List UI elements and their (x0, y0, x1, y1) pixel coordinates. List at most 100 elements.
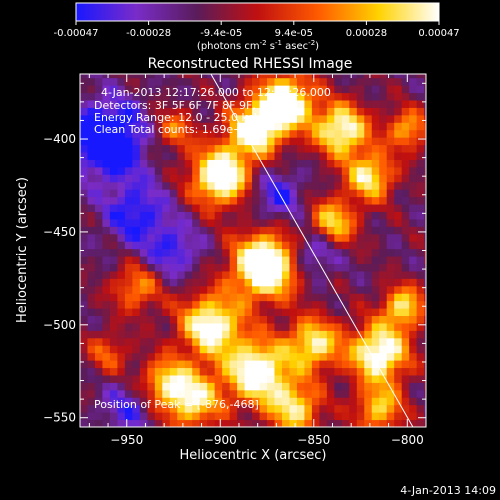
heatmap-cell (349, 85, 358, 94)
heatmap-cell (109, 293, 118, 302)
heatmap-cell (386, 293, 395, 302)
heatmap-cell (154, 308, 163, 317)
heatmap-cell (424, 270, 426, 279)
heatmap-cell (356, 256, 365, 264)
heatmap-cell (386, 174, 395, 183)
heatmap-cell (147, 345, 156, 354)
heatmap-cell (214, 92, 223, 101)
heatmap-cell (334, 218, 343, 227)
heatmap-cell (162, 412, 171, 421)
heatmap-cell (267, 181, 276, 190)
heatmap-cell (222, 74, 231, 79)
heatmap-cell (349, 144, 358, 153)
heatmap-cell (259, 256, 268, 264)
heatmap-cell (409, 270, 418, 279)
heatmap-cell (199, 77, 208, 86)
heatmap-cell (349, 204, 358, 212)
heatmap-cell (356, 159, 365, 168)
y-tick-label: −500 (43, 318, 76, 332)
heatmap-cell (214, 300, 223, 309)
heatmap-cell (304, 107, 313, 116)
heatmap-cell (117, 174, 126, 183)
heatmap-cell (364, 122, 373, 131)
heatmap-cell (274, 352, 283, 361)
heatmap-cell (259, 218, 268, 227)
heatmap-cell (237, 114, 246, 123)
heatmap-cell (124, 300, 133, 309)
heatmap-cell (386, 352, 395, 361)
colorbar-tick-label: -0.00047 (54, 28, 99, 39)
heatmap-cell (214, 226, 223, 235)
heatmap-cell (184, 211, 193, 220)
heatmap-cell (199, 256, 208, 264)
heatmap-cell (289, 144, 298, 153)
heatmap-cell (416, 100, 425, 108)
heatmap-cell (281, 278, 290, 287)
heatmap-cell (281, 144, 290, 153)
heatmap-cell (222, 100, 231, 108)
heatmap-cell (319, 330, 328, 339)
heatmap-cell (154, 397, 163, 406)
heatmap-cell (349, 211, 358, 220)
heatmap-cell (124, 337, 133, 346)
heatmap-cell (199, 233, 208, 242)
heatmap-cell (87, 360, 96, 369)
heatmap-cell (401, 174, 410, 183)
heatmap-cell (162, 181, 171, 190)
heatmap-cell (222, 166, 231, 175)
heatmap-cell (379, 404, 388, 413)
heatmap-cell (394, 196, 403, 205)
heatmap-cell (349, 293, 358, 302)
heatmap-cell (371, 181, 380, 190)
heatmap-cell (334, 397, 343, 406)
heatmap-cell (132, 300, 141, 309)
heatmap-cell (371, 159, 380, 168)
heatmap-cell (416, 166, 425, 175)
heatmap-cell (274, 77, 283, 86)
heatmap-cell (94, 345, 103, 354)
heatmap-cell (274, 114, 283, 123)
heatmap-cell (222, 322, 231, 331)
heatmap-cell (319, 315, 328, 324)
heatmap-cell (199, 137, 208, 146)
heatmap-cell (184, 74, 193, 79)
heatmap-cell (237, 345, 246, 354)
x-tick-label: −950 (110, 433, 143, 447)
heatmap-cell (326, 196, 335, 205)
heatmap-cell (244, 152, 253, 160)
heatmap-cell (229, 189, 238, 198)
heatmap-cell (326, 263, 335, 272)
heatmap-cell (154, 74, 163, 79)
heatmap-cell (349, 174, 358, 183)
heatmap-cell (132, 263, 141, 272)
heatmap-cell (169, 114, 178, 123)
heatmap-cell (281, 256, 290, 264)
heatmap-cell (162, 300, 171, 309)
heatmap-cell (289, 367, 298, 376)
heatmap-cell (296, 152, 305, 160)
heatmap-cell (281, 315, 290, 324)
heatmap-cell (237, 181, 246, 190)
heatmap-cell (244, 419, 253, 427)
heatmap-cell (252, 189, 261, 198)
heatmap-cell (169, 248, 178, 257)
heatmap-cell (154, 159, 163, 168)
heatmap-cell (267, 278, 276, 287)
heatmap-cell (154, 270, 163, 279)
heatmap-cell (214, 389, 223, 398)
heatmap-cell (87, 226, 96, 235)
heatmap-cell (184, 226, 193, 235)
heatmap-cell (237, 308, 246, 317)
heatmap-cell (139, 360, 148, 369)
heatmap-cell (102, 226, 111, 235)
heatmap-cell (424, 129, 426, 138)
heatmap-cell (237, 337, 246, 346)
heatmap-cell (87, 211, 96, 220)
heatmap-cell (274, 315, 283, 324)
heatmap-cell (87, 419, 96, 427)
heatmap-cell (154, 345, 163, 354)
heatmap-cell (334, 315, 343, 324)
heatmap-cell (394, 345, 403, 354)
heatmap-cell (124, 122, 133, 131)
heatmap-cell (252, 322, 261, 331)
